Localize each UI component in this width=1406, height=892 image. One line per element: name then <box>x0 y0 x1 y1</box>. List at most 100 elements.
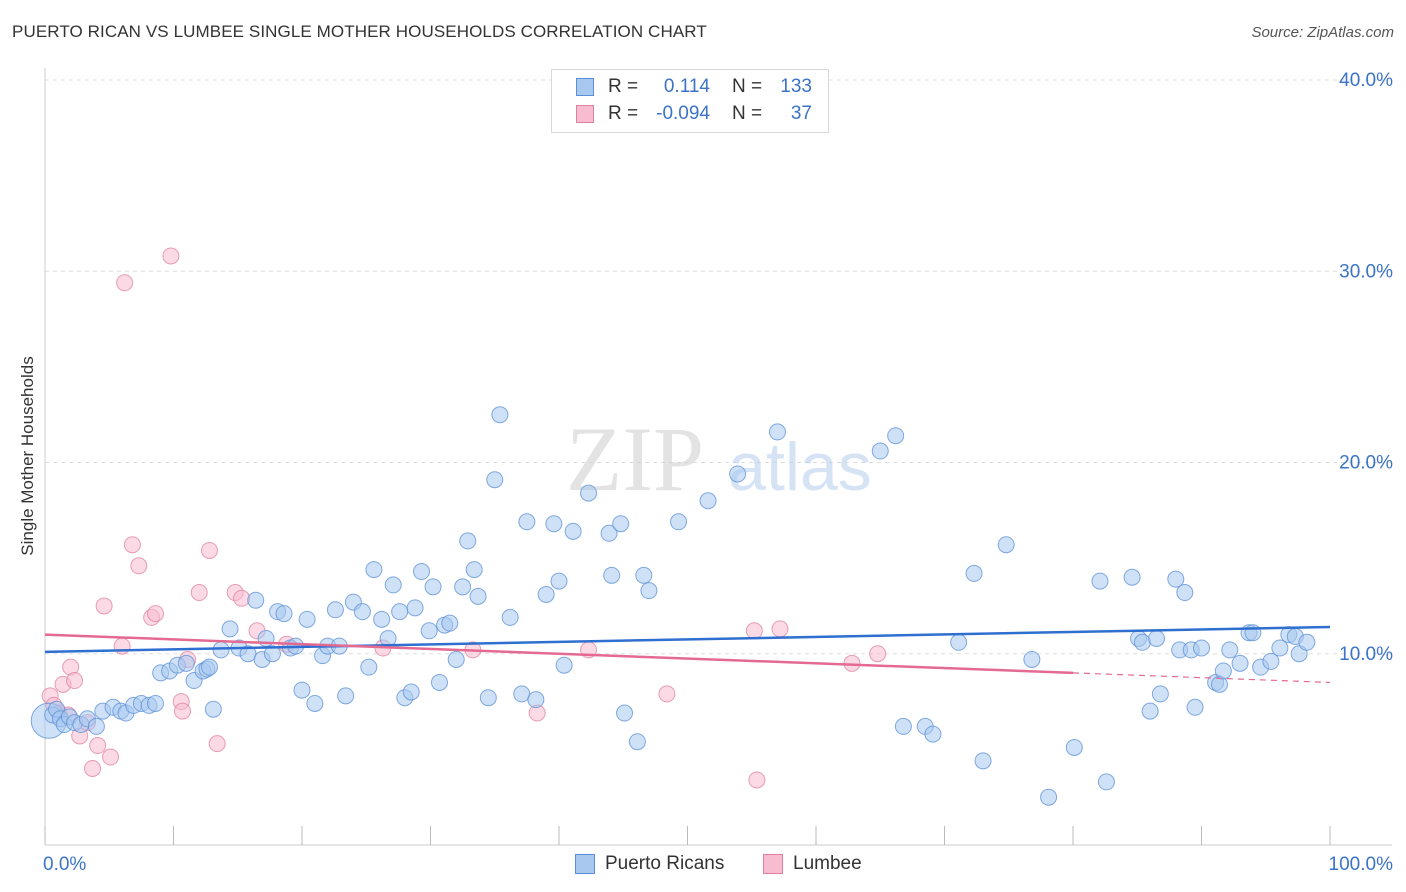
lumbee-point <box>748 771 766 789</box>
puerto-rican-point <box>729 465 747 483</box>
tick-labels: 10.0% 20.0% 30.0% 40.0% 0.0% 100.0% <box>43 70 1393 875</box>
puerto-rican-trend-line <box>44 625 1331 654</box>
x-tick-label: 0.0% <box>43 854 86 875</box>
puerto-rican-point <box>1262 652 1280 670</box>
puerto-rican-point <box>465 561 483 579</box>
lumbee-point <box>190 584 208 602</box>
puerto-rican-point <box>1141 702 1159 720</box>
puerto-rican-point <box>275 605 293 623</box>
legend-r-value: -0.094 <box>656 103 710 124</box>
legend-r-value: 0.114 <box>663 76 710 97</box>
puerto-rican-point <box>384 576 402 594</box>
lumbee-point <box>869 645 887 663</box>
puerto-rican-point <box>221 620 239 638</box>
puerto-rican-point <box>1271 639 1289 657</box>
puerto-rican-point <box>441 614 459 632</box>
x-tick-label: 100.0% <box>1329 854 1394 875</box>
puerto-rican-point <box>640 582 658 600</box>
puerto-rican-point <box>353 603 371 621</box>
legend-row-lumbee: R = -0.094 N = 37 <box>576 101 812 127</box>
puerto-rican-point <box>365 561 383 579</box>
puerto-rican-point <box>871 442 889 460</box>
puerto-rican-point <box>1186 698 1204 716</box>
puerto-rican-point <box>768 423 786 441</box>
puerto-rican-point <box>965 564 983 582</box>
axes <box>44 68 1392 846</box>
lumbee-point <box>745 622 763 640</box>
puerto-rican-point <box>1298 633 1316 651</box>
y-tick-label: 10.0% <box>1339 644 1393 665</box>
puerto-rican-point <box>147 694 165 712</box>
series-legend-lumbee[interactable]: Lumbee <box>763 853 862 875</box>
lumbee-point <box>89 737 107 755</box>
puerto-rican-points <box>30 406 1316 806</box>
puerto-rican-point <box>894 717 912 735</box>
puerto-rican-point <box>616 704 634 722</box>
lumbee-point <box>123 536 141 554</box>
watermark: ZIP atlas <box>566 408 872 510</box>
puerto-rican-point <box>699 492 717 510</box>
puerto-rican-point <box>391 603 409 621</box>
puerto-rican-point <box>603 566 621 584</box>
puerto-rican-point <box>635 566 653 584</box>
legend-row-puerto-ricans: R = 0.114 N = 133 <box>576 74 812 100</box>
puerto-rican-point <box>887 427 905 445</box>
y-tick-label: 30.0% <box>1339 261 1393 282</box>
puerto-rican-point <box>1065 738 1083 756</box>
puerto-rican-point <box>1091 572 1109 590</box>
y-tick-label: 40.0% <box>1339 70 1393 91</box>
series-legend-label: Puerto Ricans <box>605 853 725 874</box>
puerto-rican-point <box>204 700 222 718</box>
puerto-rican-point <box>1221 641 1239 659</box>
legend-n-label: N = <box>732 76 763 97</box>
lumbee-point <box>66 672 84 690</box>
puerto-rican-point <box>545 515 563 533</box>
puerto-rican-point <box>600 524 618 542</box>
puerto-rican-point <box>1023 650 1041 668</box>
series-swatch-pink <box>763 854 783 874</box>
puerto-rican-point <box>469 587 487 605</box>
puerto-rican-point <box>1214 662 1232 680</box>
puerto-rican-point <box>177 654 195 672</box>
puerto-rican-point <box>447 650 465 668</box>
puerto-rican-point <box>974 752 992 770</box>
puerto-rican-point <box>360 658 378 676</box>
lumbee-point <box>102 748 120 766</box>
puerto-rican-point <box>1167 570 1185 588</box>
lumbee-point <box>173 702 191 720</box>
chart-title: PUERTO RICAN VS LUMBEE SINGLE MOTHER HOU… <box>12 22 707 41</box>
trend-lines <box>44 625 1331 684</box>
puerto-rican-point <box>513 685 531 703</box>
puerto-rican-point <box>1151 685 1169 703</box>
series-legend-puerto-ricans[interactable]: Puerto Ricans <box>575 853 724 875</box>
lumbee-point <box>95 597 113 615</box>
gridlines <box>45 79 1392 655</box>
lumbee-point <box>658 685 676 703</box>
correlation-legend: R = 0.114 N = 133 R = -0.094 N = 37 <box>551 69 829 133</box>
lumbee-point <box>771 620 789 638</box>
legend-n-value: 37 <box>790 103 812 124</box>
watermark-atlas: atlas <box>728 429 872 505</box>
puerto-rican-point <box>373 610 391 628</box>
puerto-rican-point <box>1097 773 1115 791</box>
lumbee-point <box>84 760 102 777</box>
puerto-rican-point <box>550 572 568 590</box>
puerto-rican-point <box>263 645 281 663</box>
puerto-rican-point <box>326 601 344 619</box>
puerto-rican-point <box>628 733 646 751</box>
puerto-rican-point <box>555 656 573 674</box>
puerto-rican-point <box>1040 788 1058 806</box>
puerto-rican-point <box>527 691 545 709</box>
lumbee-point <box>208 735 226 753</box>
puerto-rican-point <box>924 725 942 743</box>
puerto-rican-point <box>200 658 218 676</box>
puerto-rican-point <box>406 599 424 617</box>
puerto-rican-point <box>413 563 431 581</box>
puerto-rican-point <box>950 633 968 651</box>
lumbee-point <box>130 557 148 575</box>
lumbee-trend-line <box>44 633 1074 675</box>
series-swatch-blue <box>575 854 595 874</box>
puerto-rican-point <box>402 683 420 701</box>
puerto-rican-point <box>306 694 324 712</box>
puerto-rican-point <box>580 484 598 502</box>
